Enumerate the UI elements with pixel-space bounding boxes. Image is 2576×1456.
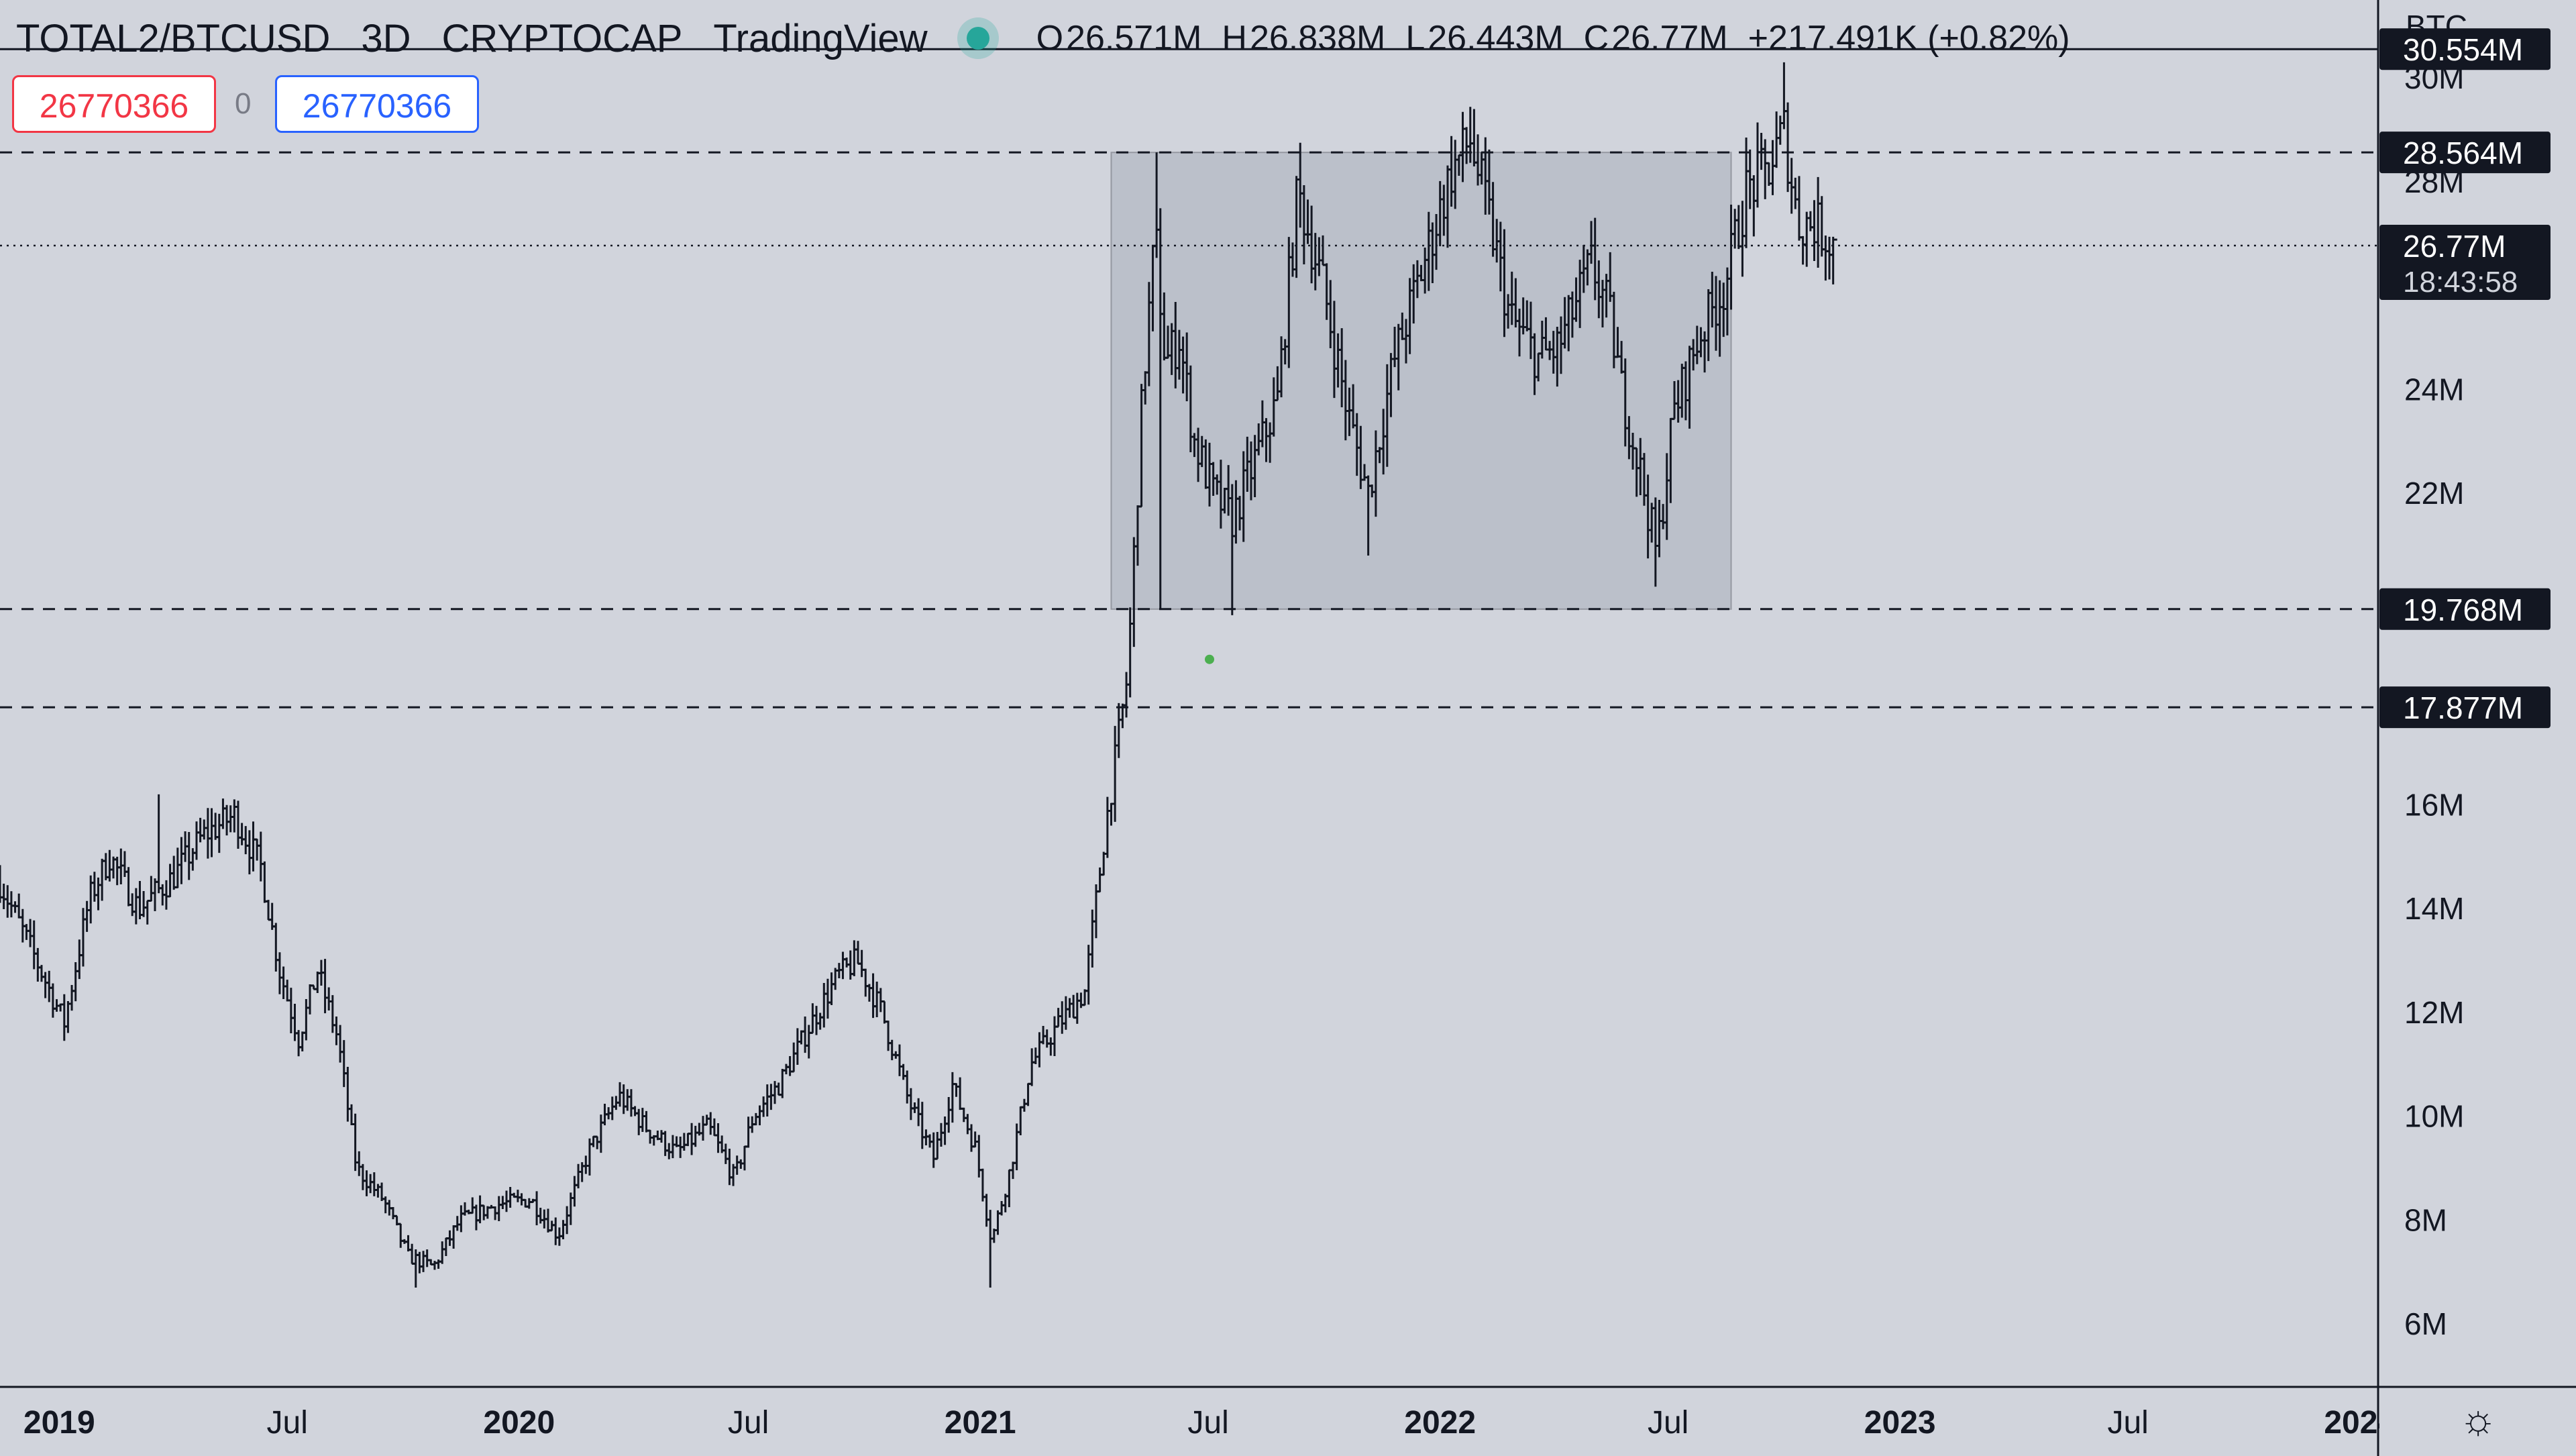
level-price-label: 28.564M xyxy=(2403,136,2523,170)
ohlc-values: O 26.571M H 26.838M L 26.443M C 26.77M +217.… xyxy=(1036,19,2070,58)
range-rectangle[interactable] xyxy=(1110,152,1732,610)
market-status-icon xyxy=(966,27,989,50)
price-tick-label: 8M xyxy=(2404,1202,2447,1237)
price-tick-label: 6M xyxy=(2404,1306,2447,1341)
level-price-label: 30.554M xyxy=(2403,32,2523,67)
ohlc-bars xyxy=(0,62,1837,1288)
time-tick-label: Jul xyxy=(728,1405,769,1441)
timeframe-label[interactable]: 3D xyxy=(361,16,411,60)
high-value: 26.838M xyxy=(1249,19,1386,58)
sell-button[interactable]: 26770366 xyxy=(12,75,216,133)
time-tick-label: 2019 xyxy=(23,1405,95,1441)
level-price-label-box xyxy=(2379,132,2551,174)
time-tick-label: Jul xyxy=(1648,1405,1688,1441)
level-price-label-box xyxy=(2379,686,2551,729)
price-tick-label: 12M xyxy=(2404,995,2464,1030)
level-price-label: 19.768M xyxy=(2403,592,2523,627)
symbol-name[interactable]: TOTAL2/BTCUSD xyxy=(16,16,331,60)
change-value: +217.491K (+0.82%) xyxy=(1748,19,2070,58)
gear-icon[interactable]: ☼ xyxy=(2459,1396,2498,1443)
time-tick-label: 2022 xyxy=(1404,1405,1476,1441)
chart-header: TOTAL2/BTCUSD 3D CRYPTOCAP TradingView O… xyxy=(16,8,2070,68)
ohlc-bar xyxy=(1829,236,1837,284)
level-price-label-box xyxy=(2379,28,2551,70)
time-tick-label: Jul xyxy=(267,1405,308,1441)
countdown-label: 18:43:58 xyxy=(2403,266,2518,299)
level-price-label: 17.877M xyxy=(2403,690,2523,725)
axis-corner xyxy=(2379,1388,2576,1456)
last-price-label: 26.77M xyxy=(2403,229,2506,264)
open-value: 26.571M xyxy=(1066,19,1202,58)
price-tick-label: 24M xyxy=(2404,372,2464,407)
level-price-label-box xyxy=(2379,588,2551,630)
time-tick-label: Jul xyxy=(2107,1405,2148,1441)
exchange-label: CRYPTOCAP xyxy=(441,16,683,60)
time-tick-label: 2020 xyxy=(483,1405,555,1441)
price-axis-currency: BTC xyxy=(2406,9,2467,44)
source-label: TradingView xyxy=(713,16,928,60)
price-tick-label: 16M xyxy=(2404,787,2464,822)
low-value: 26.443M xyxy=(1428,19,1564,58)
price-tick-label: 14M xyxy=(2404,891,2464,926)
price-tick-label: 10M xyxy=(2404,1099,2464,1134)
close-value: 26.77M xyxy=(1611,19,1728,58)
price-tick-label: 22M xyxy=(2404,476,2464,511)
buy-button[interactable]: 26770366 xyxy=(275,75,479,133)
time-tick-label: 2023 xyxy=(1864,1405,1936,1441)
quantity-label: 0 xyxy=(235,87,252,120)
time-tick-label: 2021 xyxy=(945,1405,1016,1441)
time-tick-label: Jul xyxy=(1187,1405,1228,1441)
last-price-label-box xyxy=(2379,224,2551,300)
signal-marker xyxy=(1204,654,1214,664)
